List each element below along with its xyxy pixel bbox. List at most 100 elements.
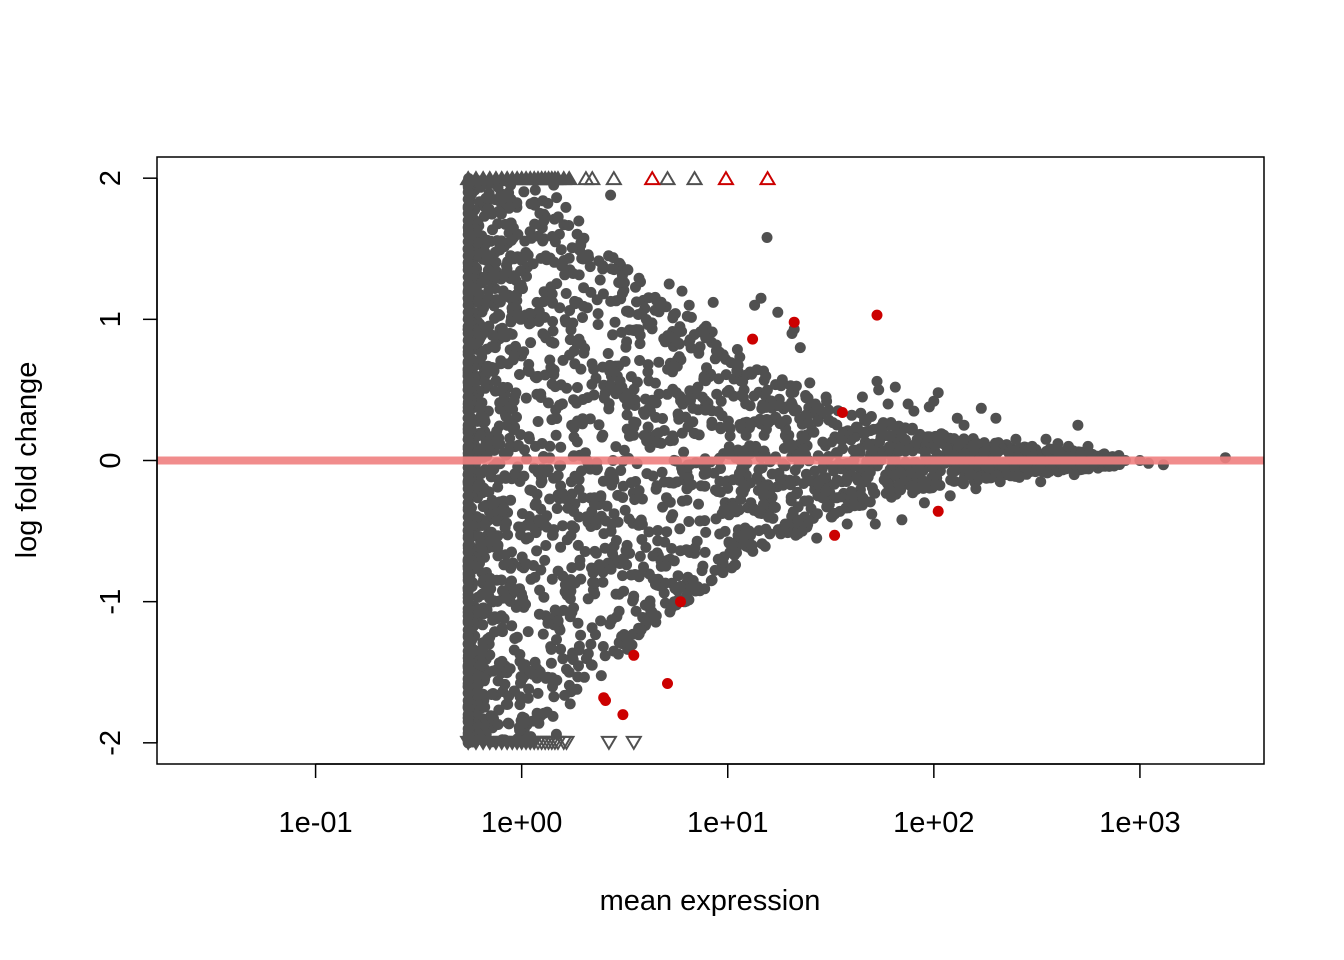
bulk-point — [523, 683, 535, 695]
bulk-point — [650, 483, 662, 495]
bulk-point — [607, 252, 619, 264]
bulk-point — [614, 375, 626, 387]
data-point — [1040, 433, 1052, 445]
bulk-point — [919, 446, 931, 458]
bulk-point — [542, 197, 554, 209]
bulk-point — [789, 464, 801, 476]
y-tick-label: 2 — [95, 170, 127, 186]
bulk-point — [547, 710, 559, 722]
data-point — [932, 387, 944, 399]
bulk-point — [664, 496, 676, 508]
bulk-point — [850, 421, 862, 433]
bulk-point — [602, 348, 614, 359]
data-point — [663, 278, 675, 290]
bulk-point — [508, 585, 520, 597]
bulk-point — [556, 398, 568, 410]
bulk-point — [555, 244, 567, 256]
bulk-point — [710, 513, 722, 525]
bulk-point — [573, 640, 585, 652]
bulk-point — [612, 489, 624, 501]
bulk-point — [563, 252, 575, 264]
bulk-point — [657, 413, 668, 424]
data-point — [761, 232, 773, 243]
data-point — [726, 539, 738, 551]
bulk-point — [565, 574, 577, 586]
bulk-point — [559, 689, 571, 701]
bulk-point — [900, 434, 911, 446]
bulk-point — [503, 718, 515, 730]
bulk-point — [539, 554, 551, 566]
bulk-point — [498, 447, 510, 459]
bulk-point — [530, 440, 541, 452]
bulk-point — [548, 691, 560, 703]
bulk-point — [656, 466, 668, 478]
bulk-point — [790, 380, 802, 392]
bulk-point — [525, 573, 537, 585]
bulk-point — [664, 331, 676, 343]
bulk-point — [949, 475, 960, 487]
bulk-point — [762, 417, 774, 429]
bulk-point — [857, 492, 869, 504]
bulk-point — [518, 470, 530, 482]
bulk-point — [545, 281, 557, 293]
bulk-point — [699, 546, 711, 558]
bulk-point — [545, 643, 557, 655]
bulk-point — [472, 605, 484, 617]
bulk-point — [600, 515, 612, 527]
bulk-point — [592, 308, 604, 320]
bulk-point — [683, 516, 695, 527]
bulk-point — [593, 255, 605, 267]
data-point — [1072, 419, 1084, 431]
bulk-point — [831, 447, 843, 459]
bulk-point — [958, 475, 969, 487]
bulk-point — [475, 347, 487, 359]
bulk-point — [572, 539, 584, 551]
bulk-point — [496, 505, 508, 517]
bulk-point — [518, 346, 530, 358]
bulk-point — [475, 538, 487, 549]
bulk-point — [634, 550, 646, 562]
bulk-point — [744, 419, 756, 431]
bulk-point — [512, 309, 524, 320]
bulk-point — [683, 392, 695, 404]
bulk-point — [699, 480, 711, 492]
bulk-point — [477, 688, 489, 700]
bulk-point — [878, 474, 890, 486]
bulk-point — [917, 475, 928, 486]
bulk-point — [885, 491, 897, 503]
bulk-point — [720, 369, 732, 381]
bulk-point — [523, 318, 535, 330]
bulk-point — [625, 569, 637, 581]
bulk-point — [548, 524, 560, 536]
bulk-point — [877, 417, 889, 429]
bulk-point — [522, 626, 534, 638]
data-point — [712, 553, 724, 565]
bulk-point — [531, 545, 543, 557]
bulk-point — [505, 494, 517, 506]
bulk-point — [661, 526, 673, 538]
data-point — [676, 285, 688, 297]
bulk-point — [620, 544, 632, 556]
bulk-point — [705, 575, 717, 587]
bulk-point — [497, 326, 509, 338]
bulk-point — [621, 336, 633, 348]
bulk-point — [590, 547, 602, 559]
bulk-point — [493, 704, 505, 716]
bulk-point — [627, 593, 639, 605]
data-point — [856, 391, 868, 403]
data-point — [873, 384, 885, 396]
bulk-point — [816, 492, 828, 504]
clipped-down-marker — [625, 735, 643, 751]
bulk-point — [486, 362, 498, 373]
bulk-point — [643, 526, 655, 538]
bulk-point — [568, 431, 580, 443]
bulk-point — [523, 358, 535, 370]
bulk-point — [529, 184, 541, 196]
data-point — [671, 584, 683, 596]
bulk-point — [617, 553, 629, 565]
bulk-point — [597, 641, 609, 652]
bulk-point — [598, 528, 610, 540]
y-axis: -2 -1 0 1 2 — [95, 170, 158, 756]
bulk-point — [503, 690, 515, 702]
bulk-point — [529, 499, 541, 511]
